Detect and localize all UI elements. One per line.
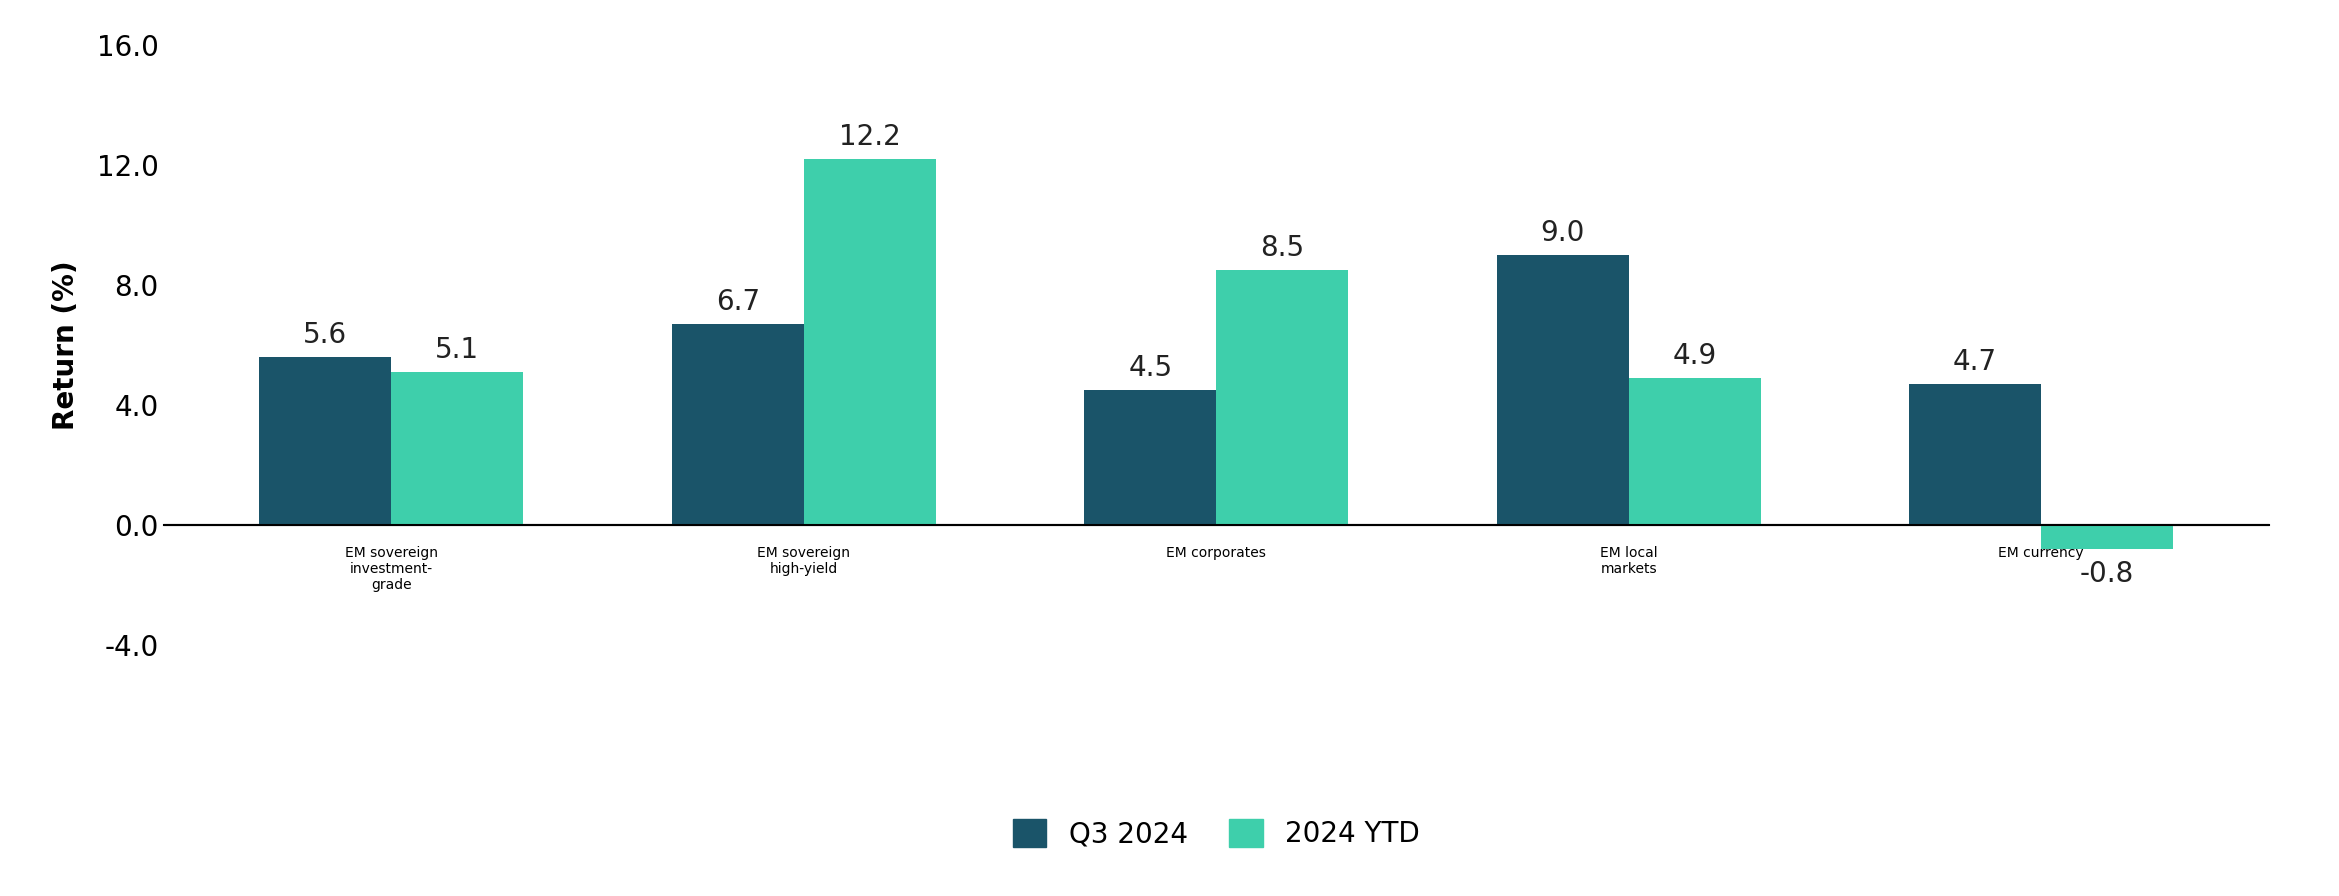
Bar xyxy=(1628,378,1761,525)
Legend: Q3 2024, 2024 YTD: Q3 2024, 2024 YTD xyxy=(1001,807,1431,859)
Bar xyxy=(671,324,805,525)
Text: 12.2: 12.2 xyxy=(840,124,901,151)
Bar xyxy=(2042,525,2173,549)
Text: 5.6: 5.6 xyxy=(304,322,349,349)
Bar xyxy=(1909,384,2042,525)
Y-axis label: Return (%): Return (%) xyxy=(51,260,80,430)
Bar xyxy=(1085,390,1216,525)
Bar xyxy=(1497,254,1628,525)
Bar xyxy=(805,159,936,525)
Text: 9.0: 9.0 xyxy=(1541,220,1586,247)
Text: 4.7: 4.7 xyxy=(1953,349,1998,376)
Bar xyxy=(391,372,524,525)
Text: -0.8: -0.8 xyxy=(2079,560,2133,588)
Text: 6.7: 6.7 xyxy=(716,289,760,316)
Text: 8.5: 8.5 xyxy=(1261,235,1305,263)
Text: 4.5: 4.5 xyxy=(1127,355,1172,383)
Bar xyxy=(1216,270,1347,525)
Bar xyxy=(260,357,391,525)
Text: 5.1: 5.1 xyxy=(435,337,479,365)
Text: 4.9: 4.9 xyxy=(1672,342,1717,370)
